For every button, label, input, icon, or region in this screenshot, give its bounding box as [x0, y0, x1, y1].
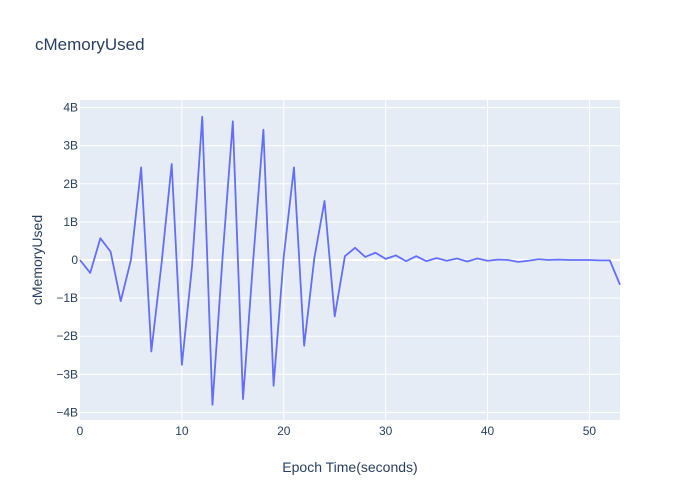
x-tick-label: 20: [277, 424, 291, 438]
x-tick-label: 10: [175, 424, 189, 438]
y-tick-label: 1B: [63, 215, 78, 229]
chart-title: cMemoryUsed: [35, 35, 145, 54]
y-tick-label: 4B: [63, 101, 78, 115]
y-axis-ticks: 4B 3B 2B 1B 0 −1B −2B −3B −4B: [56, 101, 78, 420]
y-tick-label: 3B: [63, 139, 78, 153]
x-axis-ticks: 0 10 20 30 40 50: [77, 424, 597, 438]
x-tick-label: 40: [481, 424, 495, 438]
x-tick-label: 30: [379, 424, 393, 438]
y-tick-label: −2B: [56, 329, 78, 343]
y-tick-label: 0: [71, 253, 78, 267]
y-tick-label: −1B: [56, 291, 78, 305]
y-tick-label: 2B: [63, 177, 78, 191]
x-tick-label: 0: [77, 424, 84, 438]
y-tick-label: −4B: [56, 405, 78, 419]
x-tick-label: 50: [583, 424, 597, 438]
y-tick-label: −3B: [56, 367, 78, 381]
y-axis-title: cMemoryUsed: [29, 215, 45, 305]
x-axis-title: Epoch Time(seconds): [282, 459, 417, 475]
series-line: [79, 115, 621, 406]
